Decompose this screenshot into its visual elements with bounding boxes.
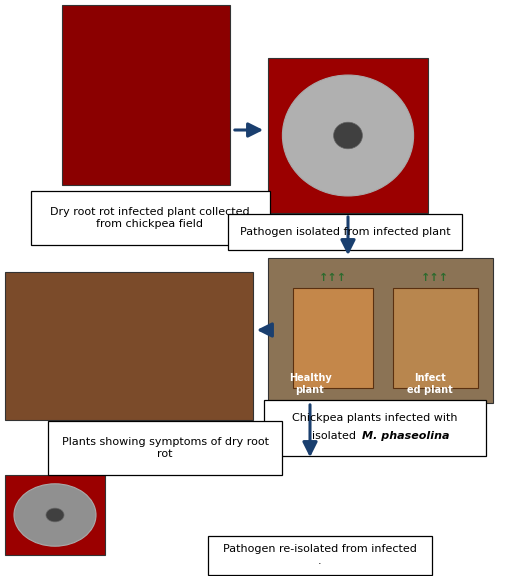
Bar [393,288,478,388]
Bar [5,272,253,420]
Bar [5,475,105,555]
FancyBboxPatch shape [48,421,282,475]
Ellipse shape [14,484,96,546]
Text: Infect
ed plant: Infect ed plant [407,373,453,395]
Text: Pathogen re-isolated from infected
.: Pathogen re-isolated from infected . [223,544,417,566]
FancyBboxPatch shape [228,214,462,250]
Text: Dry root rot infected plant collected
from chickpea field: Dry root rot infected plant collected fr… [50,207,250,229]
Text: Pathogen isolated from infected plant: Pathogen isolated from infected plant [240,227,450,237]
Ellipse shape [282,75,414,196]
FancyBboxPatch shape [208,536,432,574]
Ellipse shape [333,122,362,149]
Text: ↑↑↑: ↑↑↑ [421,273,449,283]
FancyBboxPatch shape [31,191,269,245]
Bar [268,258,493,403]
Bar [268,58,428,213]
Bar [293,288,373,388]
Text: Healthy
plant: Healthy plant [288,373,331,395]
Text: isolated: isolated [312,431,360,441]
Text: Plants showing symptoms of dry root
rot: Plants showing symptoms of dry root rot [62,437,268,459]
FancyBboxPatch shape [264,400,486,456]
Ellipse shape [46,508,64,522]
Text: M. phaseolina: M. phaseolina [362,431,449,441]
Text: ↑↑↑: ↑↑↑ [319,273,347,283]
Bar [62,5,230,185]
Text: Chickpea plants infected with: Chickpea plants infected with [292,413,458,423]
